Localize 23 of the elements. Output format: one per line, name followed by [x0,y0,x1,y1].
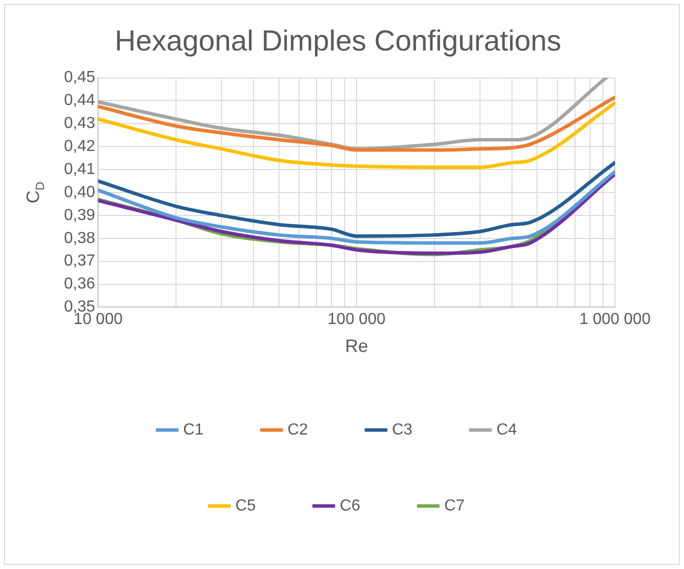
legend-label: C6 [340,497,360,514]
x-tick-label: 10 000 [74,311,123,328]
y-tick-label: 0,36 [64,276,96,293]
y-tick-label: 0,38 [64,230,96,247]
x-tick-label: 100 000 [328,311,386,328]
legend-label: C7 [444,497,465,514]
x-axis-title: Re [345,336,368,356]
y-tick-label: 0,43 [64,115,96,132]
y-tick-label: 0,44 [64,92,96,110]
y-tick-label: 0,37 [64,252,96,270]
legend-label: C1 [183,421,204,438]
legend-label: C3 [392,421,413,438]
x-tick-label: 1 000 000 [579,311,651,328]
legend-label: C5 [235,497,256,514]
y-axis-title: CD [23,181,47,204]
legend-label: C2 [288,421,308,438]
y-tick-label: 0,42 [64,138,96,156]
legend-label: C4 [496,421,518,438]
y-tick-label: 0,40 [64,184,96,201]
y-tick-label: 0,39 [64,206,96,224]
y-tick-label: 0,41 [64,160,96,178]
y-tick-label: 0,45 [64,69,96,86]
chart-title: Hexagonal Dimples Configurations [114,25,562,58]
